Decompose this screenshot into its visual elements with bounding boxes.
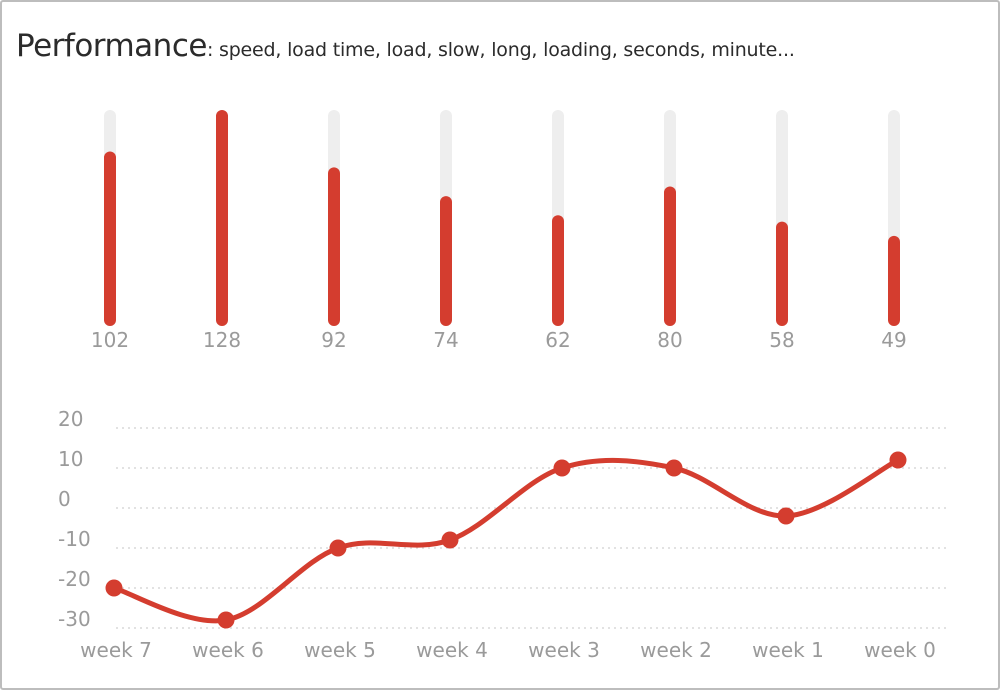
x-tick-label: week 1: [752, 638, 824, 662]
bar-value-label: 74: [433, 328, 458, 352]
volume-bar-chart: 102 128 92 74 62 80 58 49: [91, 110, 907, 352]
bar-value-label: 92: [321, 328, 346, 352]
data-point: [329, 539, 347, 557]
x-tick-label: week 7: [80, 638, 152, 662]
data-point: [777, 507, 795, 525]
x-tick-label: week 2: [640, 638, 712, 662]
y-tick-label: -30: [58, 607, 91, 631]
y-tick-label: 20: [58, 407, 83, 431]
bar-value-label: 128: [203, 328, 241, 352]
data-point: [441, 531, 459, 549]
bar-value-label: 58: [769, 328, 794, 352]
data-point: [217, 611, 235, 629]
x-tick-label: week 3: [528, 638, 600, 662]
trend-line: [113, 457, 900, 624]
y-tick-label: 10: [58, 447, 83, 471]
data-point: [665, 459, 683, 477]
x-tick-label: week 4: [416, 638, 488, 662]
data-point: [889, 451, 907, 469]
data-point: [105, 579, 123, 597]
y-tick-label: -20: [58, 567, 91, 591]
bar-value-label: 102: [91, 328, 129, 352]
y-tick-label: -10: [58, 527, 91, 551]
title-keywords: : speed, load time, load, slow, long, lo…: [206, 39, 795, 61]
bar-value-label: 49: [881, 328, 906, 352]
title-main: Performance: [16, 28, 207, 64]
y-tick-label: 0: [58, 487, 71, 511]
bar-value-label: 80: [657, 328, 682, 352]
x-tick-label: week 0: [864, 638, 936, 662]
panel-title: Performance: speed, load time, load, slo…: [16, 28, 795, 64]
bar-value-label: 62: [545, 328, 570, 352]
data-point: [553, 459, 571, 477]
x-tick-label: week 6: [192, 638, 264, 662]
trend-line-chart: 20 10 0 -10 -20 -30 week 7 week 6 week 5 week 4 we…: [58, 407, 950, 662]
x-tick-label: week 5: [304, 638, 376, 662]
